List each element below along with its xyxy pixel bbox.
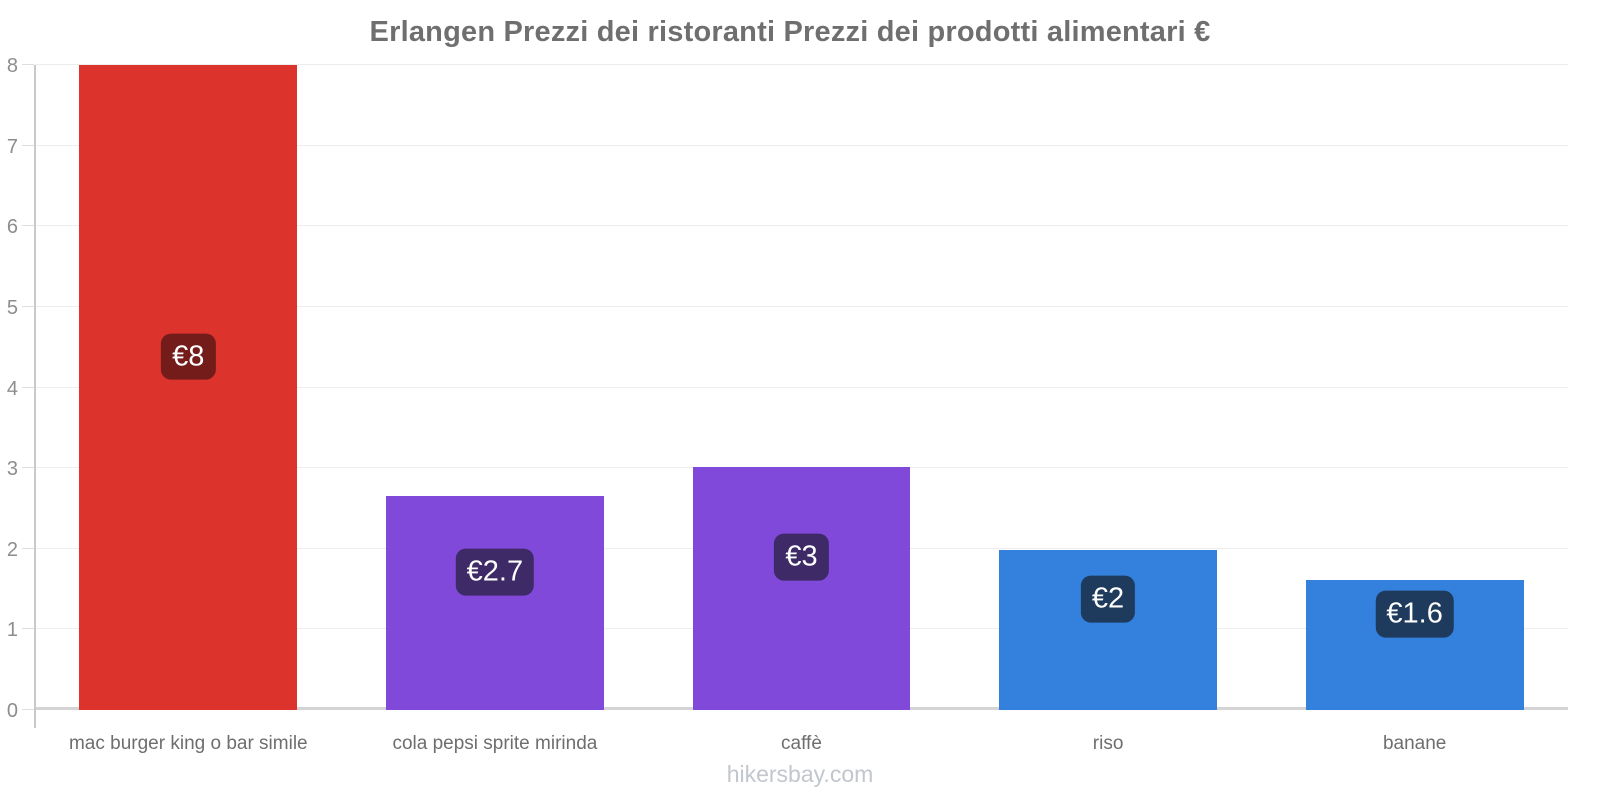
bar-slot: €2.7 cola pepsi sprite mirinda [342,65,649,754]
y-axis-tick [22,467,34,469]
y-axis-label: 0 [6,700,18,722]
y-axis-label: 2 [6,538,18,561]
y-axis-label: 3 [6,458,18,481]
category-label: caffè [781,733,822,754]
bar-value-badge: €8 [161,333,216,380]
y-axis-label: 4 [6,377,18,400]
bar: €8 [79,65,298,710]
gridline [35,386,1568,388]
category-label: riso [1092,733,1124,754]
y-axis-label: 7 [6,135,18,158]
gridline [35,64,1568,65]
y-axis-tick [22,64,34,65]
y-axis-tick [22,547,34,549]
gridline [35,225,1568,227]
y-axis-line [34,65,36,728]
y-axis-tick [22,225,34,227]
y-axis-tick [22,386,34,388]
gridline [35,144,1568,146]
bar-slot: €8 mac burger king o bar simile [35,65,342,754]
y-axis-tick [22,628,34,630]
bar: €3 [692,466,911,710]
category-label: cola pepsi sprite mirinda [392,733,598,754]
chart-title: Erlangen Prezzi dei ristoranti Prezzi de… [369,16,1211,48]
y-axis-label: 8 [6,55,18,77]
y-axis-label: 5 [6,296,18,319]
bar-slot: €1.6 banane [1261,65,1568,754]
bar-value-badge: €2 [1080,575,1136,623]
bar-value-badge: €2.7 [455,548,535,596]
y-axis-tick [22,305,34,307]
y-axis-label: 1 [6,619,18,642]
y-axis-label: 6 [6,216,18,239]
y-axis-tick [22,709,34,710]
bar: €1.6 [1305,580,1524,710]
category-label: banane [1382,733,1447,754]
bar-slot: €2 riso [955,65,1262,754]
bar: €2 [999,550,1217,710]
y-axis-tick [22,144,34,146]
bar-slot: €3 caffè [648,65,955,754]
bar-value-badge: €3 [774,533,829,581]
bar-value-badge: €1.6 [1375,590,1454,638]
plot-area: 0 1 2 3 4 5 6 7 8 €8 mac burger king o bar simile… [7,56,1568,754]
gridline [35,305,1568,307]
bar: €2.7 [386,496,604,710]
bars-layer: €8 mac burger king o bar simile €2.7 cola p… [35,65,1568,754]
watermark-link[interactable]: hikersbay.com [726,761,874,787]
category-label: mac burger king o bar simile [68,733,308,754]
